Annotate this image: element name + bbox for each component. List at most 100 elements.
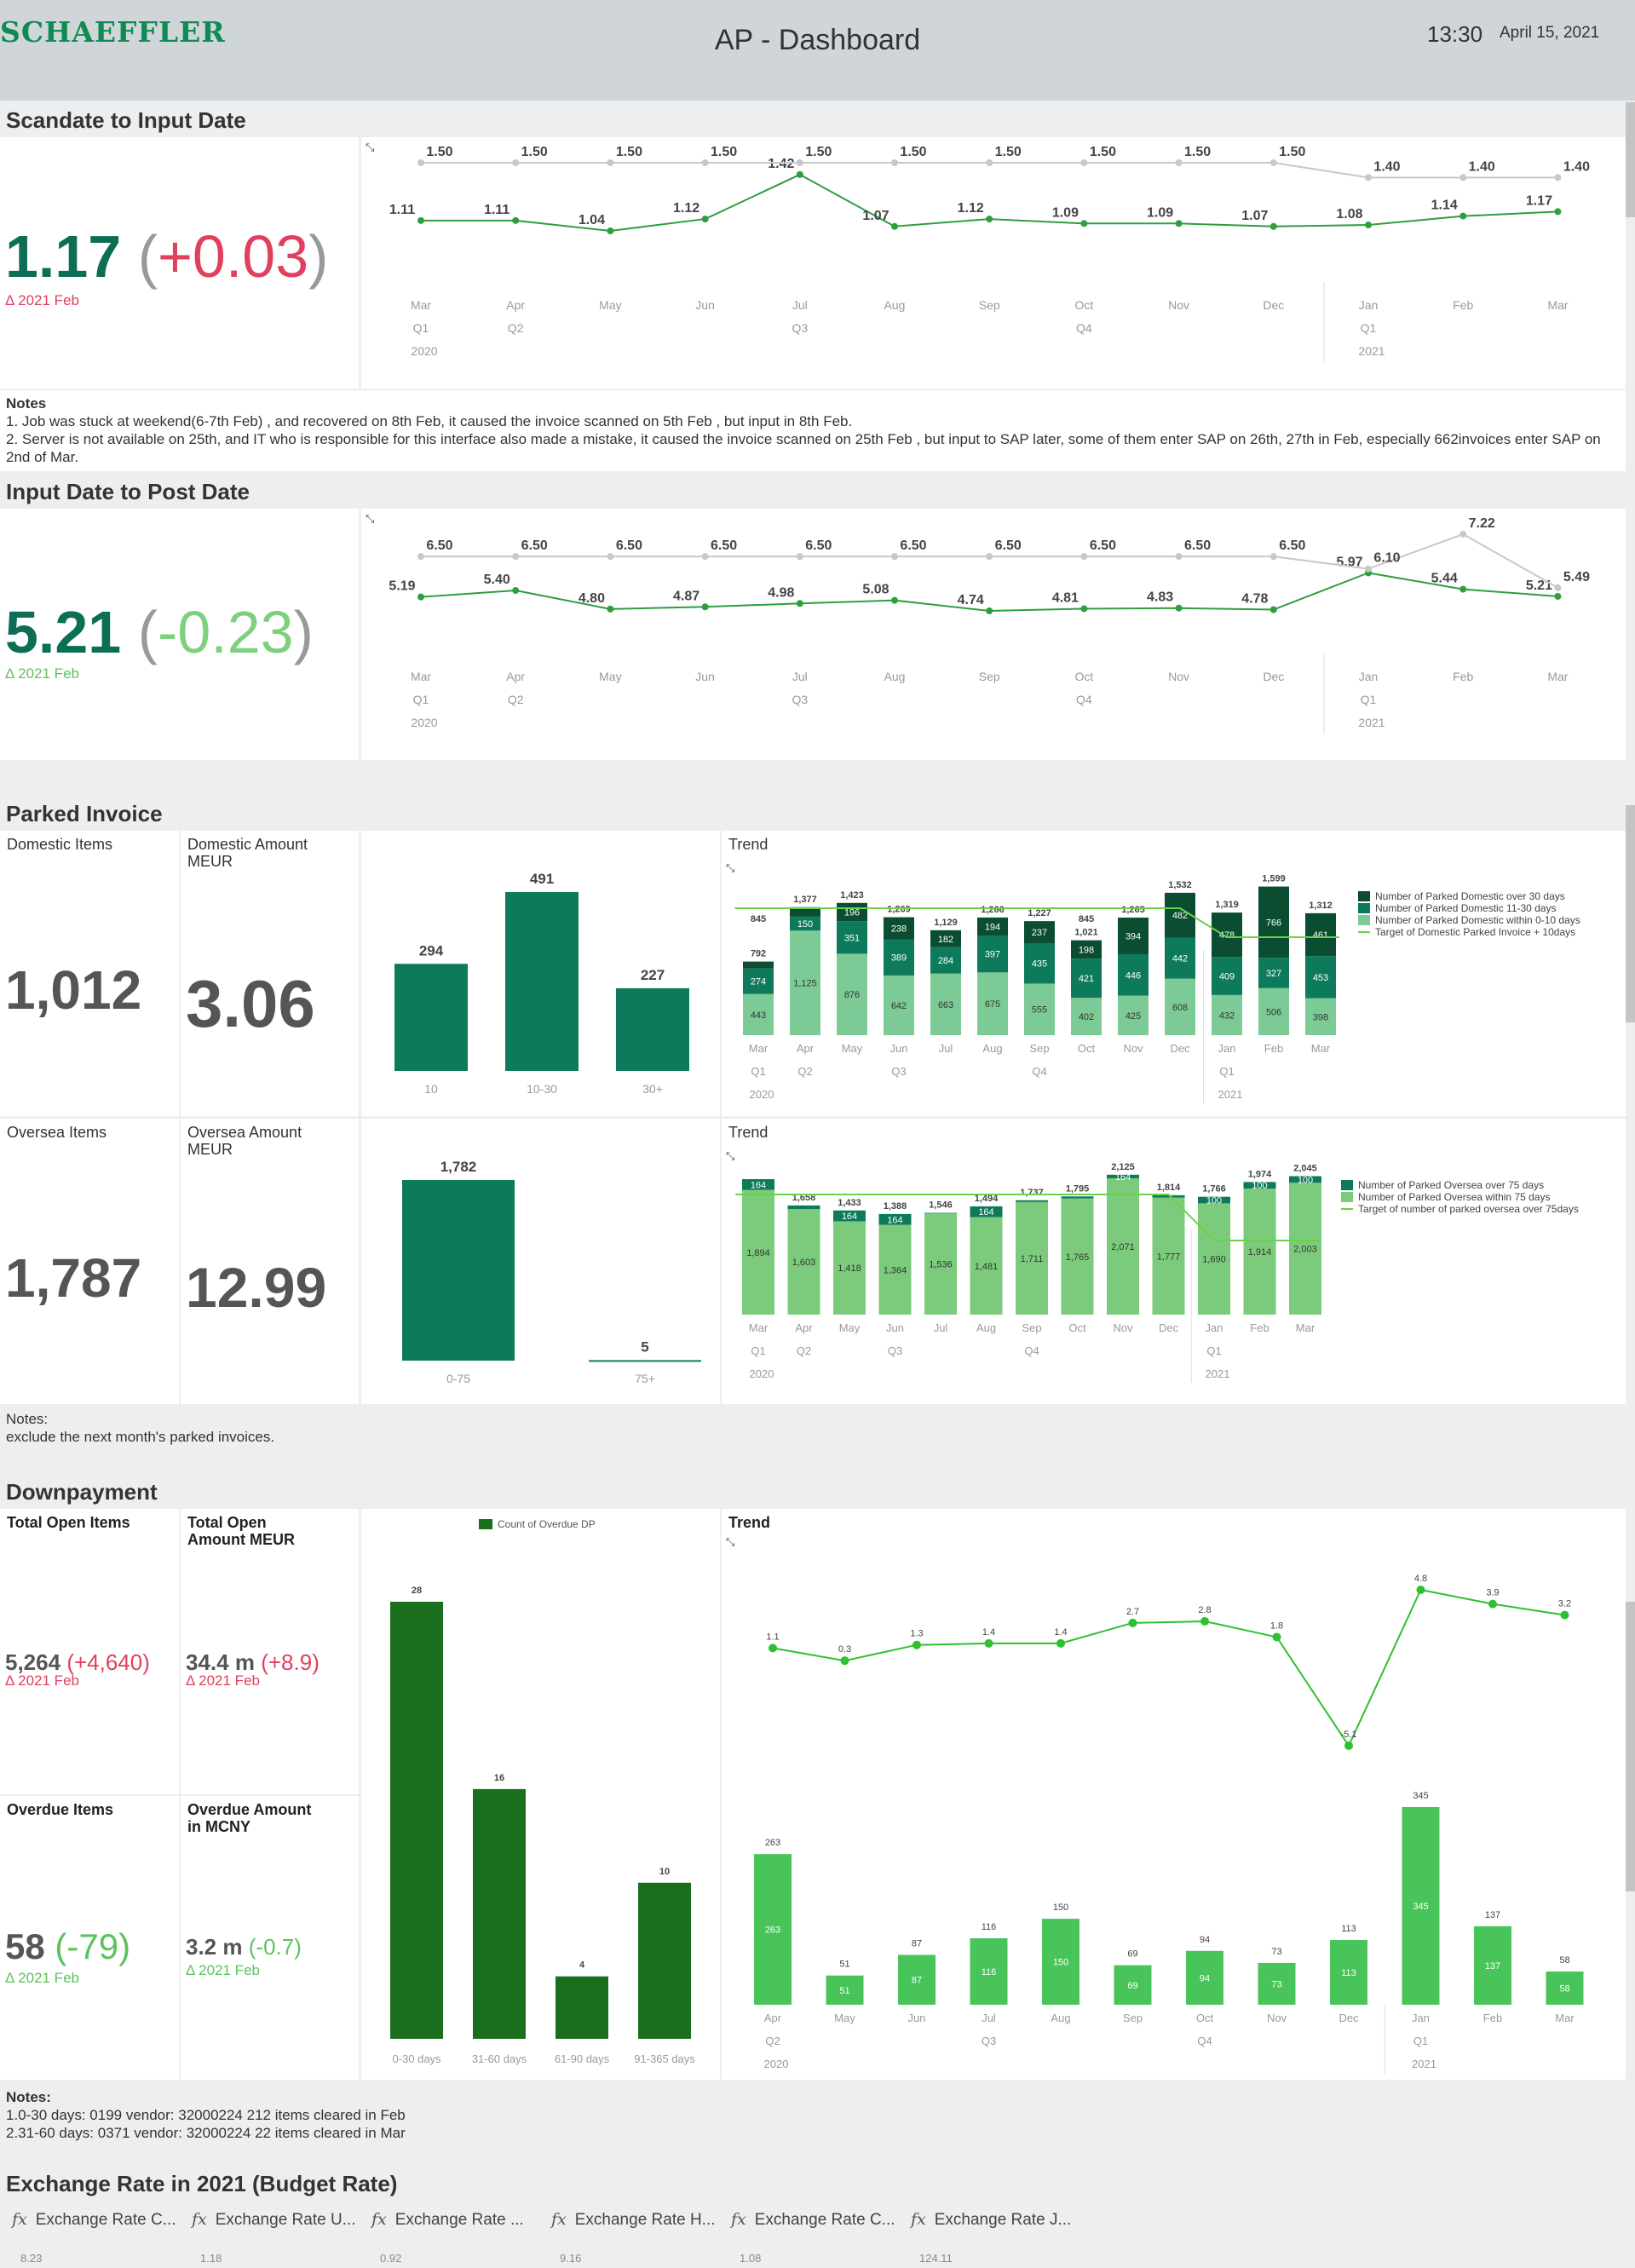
- tick-label-quarter: Q4: [1197, 2035, 1212, 2047]
- bar-value-label: 28: [412, 1586, 422, 1596]
- kpi-label: Total Open Amount MEUR: [187, 1514, 295, 1548]
- resize-icon: ⤡: [726, 1149, 735, 1162]
- scrollbar-thumb[interactable]: [1626, 102, 1635, 217]
- bar-inner-label: 263: [765, 1925, 780, 1936]
- data-point: [417, 159, 424, 166]
- exchange-rate-label: Exchange Rate C...: [754, 2211, 895, 2229]
- data-label: 3.2: [1558, 1599, 1571, 1609]
- exchange-rate-value: 1.08: [740, 2252, 762, 2265]
- tick-label-month: Jun: [695, 670, 715, 683]
- kpi-card-inputpost[interactable]: 5.21 (-0.23) Δ 2021 Feb: [0, 509, 359, 760]
- kpi-card-domestic-items[interactable]: Domestic Items 1,012: [0, 831, 179, 1116]
- kpi-card-domestic-amount[interactable]: Domestic Amount MEUR 3.06: [181, 831, 359, 1116]
- tick-label-month: Jun: [890, 1042, 908, 1055]
- exchange-rate-value: 0.92: [380, 2252, 402, 2265]
- exchange-rate-label: Exchange Rate J...: [934, 2211, 1072, 2229]
- data-point: [1080, 159, 1088, 166]
- scrollbar-thumb-2[interactable]: [1626, 805, 1635, 1022]
- segment-label: 453: [1313, 973, 1328, 983]
- data-point: [1269, 606, 1277, 613]
- tick-label-quarter: Q3: [888, 1344, 902, 1357]
- tick-label-month: Jul: [939, 1042, 953, 1055]
- kpi-sub: Δ 2021 Feb: [186, 1962, 260, 1978]
- kpi-card-overdue-amount[interactable]: Overdue Amount in MCNY 3.2 m (-0.7) Δ 20…: [181, 1796, 359, 2080]
- exchange-rate-label: Exchange Rate ...: [394, 2211, 524, 2229]
- bar-segment: [787, 1205, 820, 1210]
- total-label: 1,227: [1028, 908, 1051, 918]
- bar-value-label: 5: [641, 1338, 648, 1355]
- chart-panel-dp-trend[interactable]: Trend ⤡ 1.1 0.3 1.3 1.4 1.4 2.7 2.8 1.8 -5.1 4.8 3.…: [722, 1509, 1626, 2080]
- total-label: 1,766: [1202, 1184, 1226, 1194]
- kpi-card-total-open[interactable]: Total Open Items 5,264 (+4,640) Δ 2021 F…: [0, 1509, 179, 1794]
- tick-label-month: Aug: [982, 1042, 1002, 1055]
- tick-label-month: Mar: [1547, 298, 1568, 312]
- segment-label: 1,125: [793, 979, 817, 989]
- tick-label-month: Jun: [908, 2012, 926, 2024]
- chart-panel-oversea-trend[interactable]: Trend ⤡ Number of Parked Oversea over 75 …: [722, 1119, 1626, 1404]
- exchange-rate-item[interactable]: fx Exchange Rate ...: [371, 2210, 524, 2230]
- total-label: 1,423: [840, 890, 864, 901]
- bar-segment: [742, 1189, 774, 1315]
- data-point: [1488, 1599, 1497, 1609]
- tick-label-quarter: Q3: [891, 1065, 906, 1078]
- tick-label-month: Dec: [1263, 670, 1284, 683]
- kpi-card-total-amount[interactable]: Total Open Amount MEUR 34.4 m (+8.9) Δ 2…: [181, 1509, 359, 1794]
- tick-label-month: Apr: [506, 298, 525, 312]
- legend-swatch: [479, 1519, 492, 1529]
- tick-label-year: 2020: [411, 344, 437, 358]
- tick-label-month: Feb: [1264, 1042, 1283, 1055]
- exchange-rate-item[interactable]: fx Exchange Rate J...: [911, 2210, 1071, 2230]
- scrollbar-thumb-3[interactable]: [1626, 1602, 1635, 1891]
- tick-label-month: Jan: [1359, 670, 1379, 683]
- bar-value-label: 69: [1127, 1949, 1137, 1960]
- kpi-card-overdue-items[interactable]: Overdue Items 58 (-79) Δ 2021 Feb: [0, 1796, 179, 2080]
- kpi-card-scandate[interactable]: 1.17 (+0.03) Δ 2021 Feb: [0, 137, 359, 389]
- notes-dp-2: 2.31-60 days: 0371 vendor: 32000224 22 i…: [6, 2125, 406, 2141]
- chart-panel-overdue-bar[interactable]: Count of Overdue DP 28 0-30 days 16 31-60 da…: [361, 1509, 720, 2080]
- data-label: 1.11: [389, 203, 415, 217]
- bar-segment: [1305, 912, 1336, 957]
- data-label: 1.07: [862, 209, 889, 223]
- bar-segment: [1198, 1196, 1230, 1204]
- bar-segment: [743, 993, 774, 1035]
- segment-label: 442: [1172, 954, 1188, 964]
- exchange-rate-label: Exchange Rate U...: [215, 2211, 356, 2229]
- segment-label: 389: [891, 953, 907, 964]
- exchange-rate-item[interactable]: fx Exchange Rate H...: [551, 2210, 716, 2230]
- tick-label-month: Mar: [411, 670, 431, 683]
- data-point: [607, 605, 614, 613]
- bar-segment: [930, 930, 961, 947]
- data-point: [607, 227, 614, 234]
- chart-panel-oversea-bar[interactable]: 1,782 0-75 5 75+: [361, 1119, 720, 1404]
- bar-segment: [878, 1224, 912, 1315]
- data-point: [701, 553, 709, 561]
- bar-segment: [1165, 978, 1195, 1035]
- kpi-value: 1,787: [5, 1247, 142, 1309]
- data-label: 6.50: [521, 538, 548, 553]
- bar-segment: [1212, 957, 1242, 995]
- data-point: [1459, 212, 1467, 220]
- chart-panel-domestic-trend[interactable]: Trend ⤡ Number of Parked Domestic over 30…: [722, 831, 1626, 1116]
- bar-segment: [884, 939, 914, 976]
- bar-segment: [930, 973, 961, 1035]
- exchange-rate-item[interactable]: fx Exchange Rate U...: [192, 2210, 356, 2230]
- bar-value-label: 227: [641, 967, 665, 983]
- segment-label: 1,914: [1248, 1247, 1272, 1258]
- bar-segment: [1071, 958, 1102, 999]
- chart-panel-scandate[interactable]: ⤡ 1.11 1.11 1.04 1.12 1.42 1.07 1.12 1.09 1.09 1.0…: [361, 137, 1626, 389]
- tick-label-month: May: [599, 670, 621, 683]
- tick-label-quarter: Q1: [1219, 1065, 1234, 1078]
- chart-panel-inputpost[interactable]: ⤡ 5.19 5.40 4.80 4.87 4.98 5.08 4.74 4.81 4.83 4.7…: [361, 509, 1626, 760]
- bar-segment: [1024, 943, 1055, 984]
- exchange-rate-item[interactable]: fx Exchange Rate C...: [731, 2210, 895, 2230]
- data-label: 6.50: [995, 538, 1022, 553]
- bar: [616, 987, 689, 1071]
- tick-label-month: Nov: [1113, 1321, 1133, 1334]
- tick-label-month: Jan: [1359, 298, 1379, 312]
- kpi-card-oversea-items[interactable]: Oversea Items 1,787: [0, 1119, 179, 1404]
- chart-panel-domestic-bar[interactable]: 294 10 491 10-30 227 30+: [361, 831, 720, 1116]
- tick-label-quarter: Q1: [1361, 321, 1377, 335]
- exchange-rate-item[interactable]: fx Exchange Rate C...: [12, 2210, 176, 2230]
- kpi-card-oversea-amount[interactable]: Oversea Amount MEUR 12.99: [181, 1119, 359, 1404]
- notes-title-downpayment: Notes:: [6, 2089, 51, 2105]
